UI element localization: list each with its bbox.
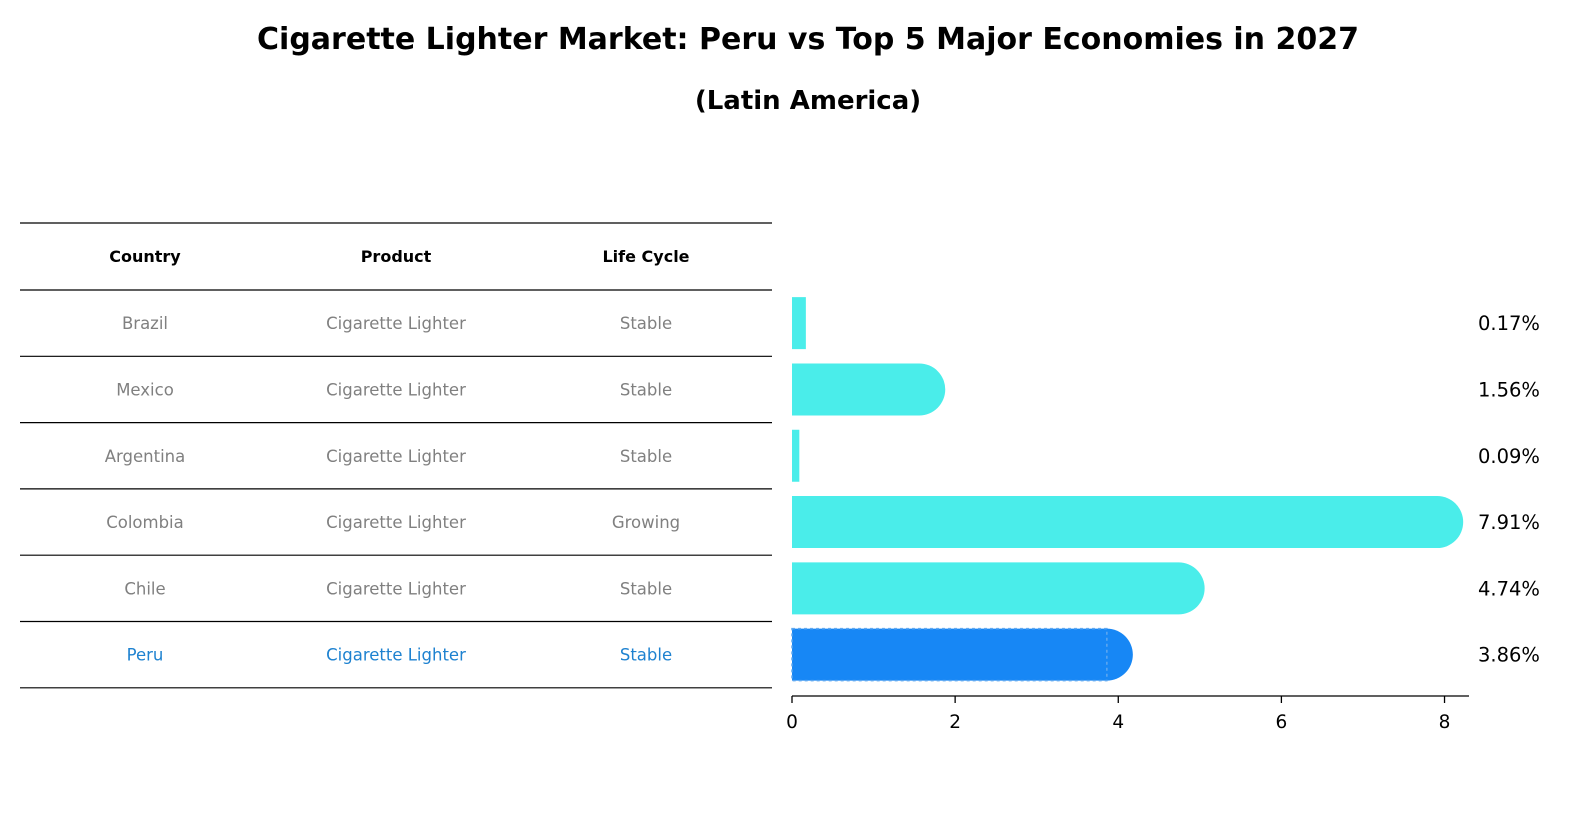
table-cell-life-cycle: Stable xyxy=(620,380,672,399)
country-table: Country Product Life Cycle Brazil Cigaret… xyxy=(20,222,772,689)
bar-peru xyxy=(792,628,1133,681)
x-tick-label: 2 xyxy=(949,712,961,733)
data-label-chile: 4.74% xyxy=(1478,577,1540,600)
table-cell-product: Cigarette Lighter xyxy=(326,646,466,665)
bar-argentina xyxy=(792,429,800,482)
data-label-colombia: 7.91% xyxy=(1478,511,1540,534)
table-cell-life-cycle: Stable xyxy=(620,579,672,598)
table-cell-country: Colombia xyxy=(106,513,184,532)
table-cell-country: Chile xyxy=(124,579,165,598)
bar-mexico xyxy=(792,363,946,416)
table-cell-life-cycle: Stable xyxy=(620,314,672,333)
x-tick-label: 8 xyxy=(1439,712,1451,733)
table-cell-product: Cigarette Lighter xyxy=(326,314,466,333)
table-cell-life-cycle: Stable xyxy=(620,447,672,466)
data-label-argentina: 0.09% xyxy=(1478,445,1540,468)
bar-colombia xyxy=(792,496,1464,549)
header-country: Country xyxy=(109,247,181,266)
data-label-brazil: 0.17% xyxy=(1478,312,1540,335)
bar-series: 0.17% 1.56% 0.09% 7.91% 4.74% 3.86% xyxy=(791,297,1540,682)
highlight-outline xyxy=(791,627,1108,682)
header-life-cycle: Life Cycle xyxy=(602,247,689,266)
table-cell-product: Cigarette Lighter xyxy=(326,513,466,532)
table-cell-product: Cigarette Lighter xyxy=(326,579,466,598)
x-tick-label: 0 xyxy=(786,712,798,733)
table-cell-country: Argentina xyxy=(105,447,186,466)
bar-brazil xyxy=(792,297,806,350)
table-cell-life-cycle: Growing xyxy=(612,513,680,532)
data-label-peru: 3.86% xyxy=(1478,644,1540,667)
x-tick-label: 6 xyxy=(1276,712,1288,733)
chart-title: Cigarette Lighter Market: Peru vs Top 5 … xyxy=(257,22,1359,57)
table-cell-life-cycle: Stable xyxy=(620,646,672,665)
header-product: Product xyxy=(361,247,432,266)
table-cell-product: Cigarette Lighter xyxy=(326,380,466,399)
table-cell-product: Cigarette Lighter xyxy=(326,447,466,466)
x-axis: 0 2 4 6 8 xyxy=(786,695,1469,733)
chart-subtitle: (Latin America) xyxy=(695,86,921,116)
data-label-mexico: 1.56% xyxy=(1478,378,1540,401)
table-cell-country: Mexico xyxy=(116,380,174,399)
table-cell-country: Brazil xyxy=(122,314,168,333)
bar-chile xyxy=(792,562,1205,615)
table-cell-country: Peru xyxy=(127,646,164,665)
x-tick-label: 4 xyxy=(1112,712,1124,733)
